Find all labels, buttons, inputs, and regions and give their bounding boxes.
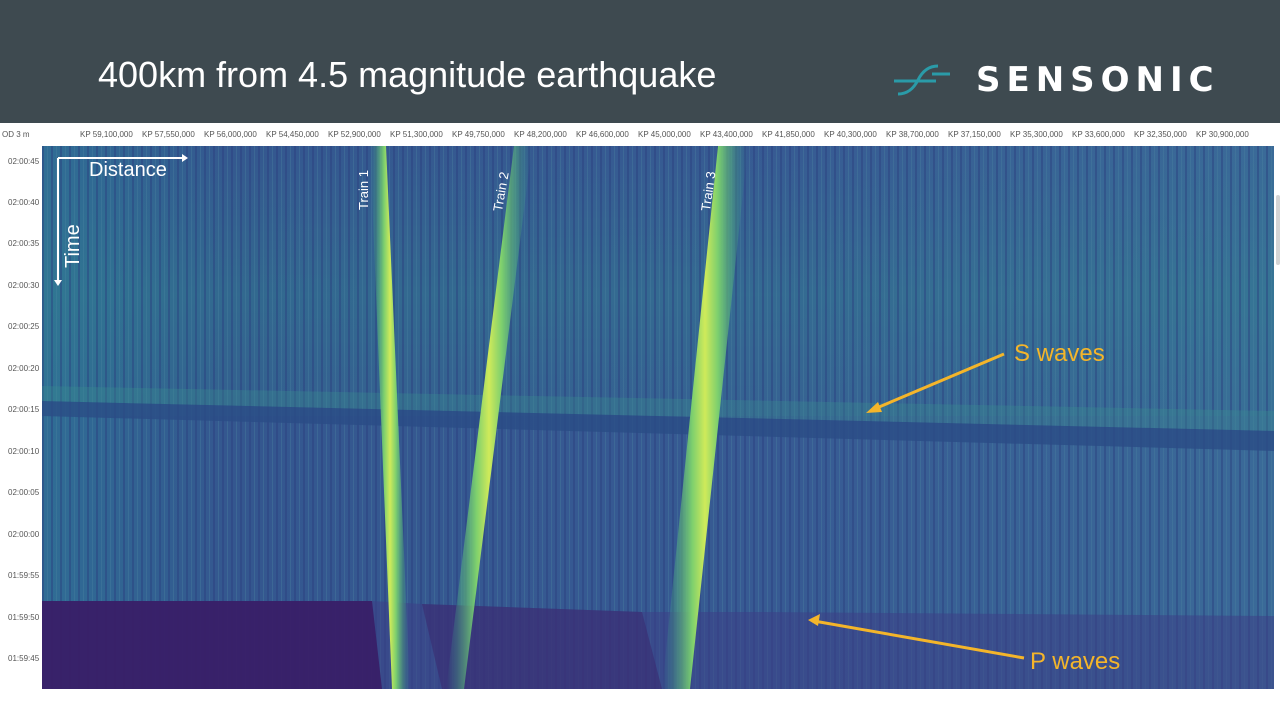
- logo-wordmark: SENSONIC: [976, 60, 1220, 100]
- y-tick: 02:00:10: [8, 447, 40, 456]
- y-tick: 02:00:15: [8, 405, 40, 414]
- s-waves-label: S waves: [1014, 340, 1105, 367]
- s-waves-arrow-icon: [871, 352, 1005, 412]
- p-waves-label: P waves: [1030, 648, 1121, 675]
- x-tick: KP 51,300,000: [390, 130, 443, 139]
- x-tick: KP 46,600,000: [576, 130, 629, 139]
- x-tick: KP 57,550,000: [142, 130, 195, 139]
- y-tick: 02:00:25: [8, 322, 40, 331]
- time-axis-label: Time: [62, 224, 84, 268]
- das-waterfall-plot: Distance Time Train 1 Train 2 Train 3 S …: [42, 146, 1274, 689]
- x-tick: KP 40,300,000: [824, 130, 877, 139]
- slide-header: 400km from 4.5 magnitude earthquake SENS…: [0, 0, 1280, 123]
- train-1-track: [370, 146, 410, 689]
- y-tick: 01:59:45: [8, 654, 40, 663]
- x-tick: KP 38,700,000: [886, 130, 939, 139]
- sensonic-logo: SENSONIC: [892, 60, 1222, 100]
- x-tick: KP 30,900,000: [1196, 130, 1249, 139]
- slide-title: 400km from 4.5 magnitude earthquake: [98, 54, 717, 95]
- x-tick: KP 48,200,000: [514, 130, 567, 139]
- y-tick: 02:00:35: [8, 239, 40, 248]
- p-waves-arrow-icon: [813, 619, 1025, 660]
- train-2-track: [446, 146, 532, 689]
- x-tick: KP 54,450,000: [266, 130, 319, 139]
- y-tick: 01:59:55: [8, 571, 40, 580]
- x-tick: KP 41,850,000: [762, 130, 815, 139]
- sensonic-mark-icon: [894, 64, 950, 96]
- x-tick: KP 32,350,000: [1134, 130, 1187, 139]
- y-tick: 02:00:05: [8, 488, 40, 497]
- x-tick: KP 49,750,000: [452, 130, 505, 139]
- y-tick: 02:00:45: [8, 157, 40, 166]
- train-3-track: [662, 146, 748, 689]
- y-tick: 01:59:50: [8, 613, 40, 622]
- y-tick: 02:00:20: [8, 364, 40, 373]
- x-tick: KP 56,000,000: [204, 130, 257, 139]
- y-tick: 02:00:40: [8, 198, 40, 207]
- waterfall-image: [42, 146, 1274, 689]
- distance-axis-label: Distance: [89, 159, 167, 181]
- x-tick: KP 33,600,000: [1072, 130, 1125, 139]
- train-1-label: Train 1: [356, 170, 371, 210]
- x-tick: KP 37,150,000: [948, 130, 1001, 139]
- x-tick: OD 3 m: [2, 130, 30, 139]
- y-tick: 02:00:30: [8, 281, 40, 290]
- vertical-scrollbar[interactable]: [1276, 195, 1280, 265]
- x-tick: KP 52,900,000: [328, 130, 381, 139]
- x-tick: KP 45,000,000: [638, 130, 691, 139]
- x-tick: KP 43,400,000: [700, 130, 753, 139]
- distance-axis: OD 3 m KP 59,100,000 KP 57,550,000 KP 56…: [0, 124, 1280, 146]
- y-tick: 02:00:00: [8, 530, 40, 539]
- x-tick: KP 59,100,000: [80, 130, 133, 139]
- x-tick: KP 35,300,000: [1010, 130, 1063, 139]
- time-axis: 02:00:45 02:00:40 02:00:35 02:00:30 02:0…: [0, 146, 42, 689]
